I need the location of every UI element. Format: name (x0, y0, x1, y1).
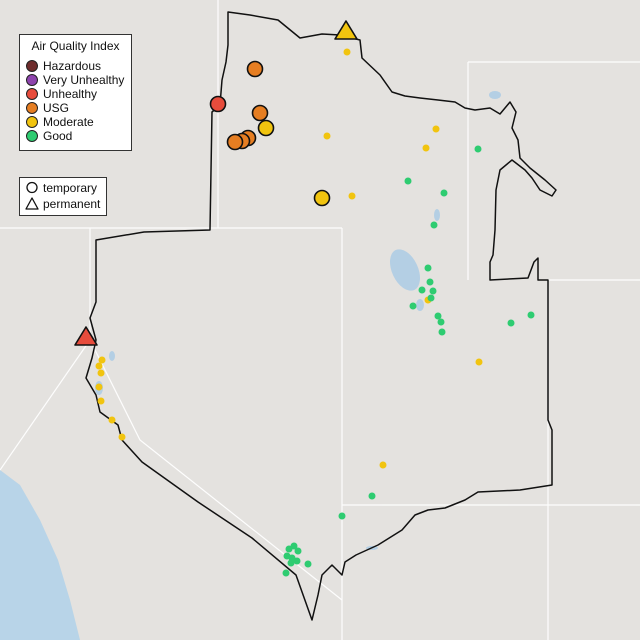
small-sensor-moderate (343, 48, 351, 56)
small-sensor-good (424, 264, 432, 272)
legend-item-good: Good (26, 129, 72, 143)
legend-item-unhealthy: Unhealthy (26, 87, 97, 101)
aqi-legend: Air Quality Index Hazardous Very Unhealt… (19, 34, 132, 151)
small-sensor-good (304, 560, 312, 568)
small-sensor-good (440, 189, 448, 197)
temporary-monitor-usg (246, 60, 264, 78)
legend-item-label: Good (43, 129, 73, 143)
small-sensor-good (430, 221, 438, 229)
circle-icon (26, 129, 38, 142)
temporary-monitor-unhealthy (209, 95, 227, 113)
small-sensor-moderate (108, 416, 116, 424)
temporary-monitors-group (209, 60, 331, 207)
small-sensor-good (368, 492, 376, 500)
small-sensor-good (409, 302, 417, 310)
small-sensor-good (418, 286, 426, 294)
permanent-monitor-moderate (334, 20, 358, 40)
circle-icon (26, 59, 38, 72)
bear-lake (434, 209, 440, 221)
small-sensor-good (437, 318, 445, 326)
small-sensor-good (338, 512, 346, 520)
temporary-monitor-moderate (257, 119, 275, 137)
small-sensor-moderate (475, 358, 483, 366)
small-sensor-good (426, 278, 434, 286)
legend-item-label: Moderate (43, 115, 94, 129)
legend-item-label: Very Unhealthy (43, 73, 125, 87)
small-sensors-group (95, 48, 535, 577)
small-sensor-moderate (118, 433, 126, 441)
small-sensor-moderate (432, 125, 440, 133)
legend-item-very-unhealthy: Very Unhealthy (26, 73, 124, 87)
ocean (0, 470, 80, 640)
small-sensor-good (438, 328, 446, 336)
small-sensor-good (404, 177, 412, 185)
legend-item-label: permanent (43, 197, 101, 211)
legend-item-label: USG (43, 101, 70, 115)
small-sensor-good (527, 311, 535, 319)
triangle-icon (25, 197, 39, 210)
permanent-monitors-group (74, 20, 358, 346)
monitor-type-legend: temporary permanent (19, 177, 107, 216)
temporary-monitor-moderate (313, 189, 331, 207)
yellowstone-lake (489, 91, 501, 99)
small-sensor-good (429, 287, 437, 295)
legend-item-label: Unhealthy (43, 87, 98, 101)
legend-item-temporary: temporary (25, 181, 97, 195)
legend-item-hazardous: Hazardous (26, 59, 101, 73)
circle-icon (26, 182, 38, 194)
legend-item-label: Hazardous (43, 59, 102, 73)
small-sensor-good (427, 294, 435, 302)
great-salt-lake (389, 249, 421, 291)
small-sensor-moderate (95, 362, 103, 370)
small-sensor-moderate (97, 369, 105, 377)
circle-icon (26, 101, 38, 114)
utah-lake (416, 299, 424, 311)
legend-item-permanent: permanent (25, 197, 100, 211)
small-sensor-good (287, 559, 295, 567)
small-sensor-good (293, 557, 301, 565)
circle-icon (26, 73, 38, 86)
small-sensor-moderate (379, 461, 387, 469)
circle-icon (26, 115, 38, 128)
pyramid-lake (109, 351, 115, 361)
small-sensor-good (474, 145, 482, 153)
legend-item-usg: USG (26, 101, 69, 115)
small-sensor-moderate (98, 356, 106, 364)
legend-item-moderate: Moderate (26, 115, 94, 129)
legend-item-label: temporary (43, 181, 98, 195)
small-sensor-moderate (323, 132, 331, 140)
small-sensor-good (290, 542, 298, 550)
small-sensor-good (294, 547, 302, 555)
temporary-monitor-usg (251, 104, 269, 122)
small-sensor-good (282, 569, 290, 577)
small-sensor-moderate (97, 397, 105, 405)
small-sensor-moderate (95, 383, 103, 391)
small-sensor-good (434, 312, 442, 320)
aqi-legend-title: Air Quality Index (31, 39, 120, 53)
temporary-monitor-usg (226, 133, 244, 151)
circle-icon (26, 87, 38, 100)
permanent-monitor-unhealthy (74, 326, 98, 346)
small-sensor-moderate (422, 144, 430, 152)
region-boundary (85, 11, 557, 621)
small-sensor-good (507, 319, 515, 327)
small-sensor-moderate (348, 192, 356, 200)
